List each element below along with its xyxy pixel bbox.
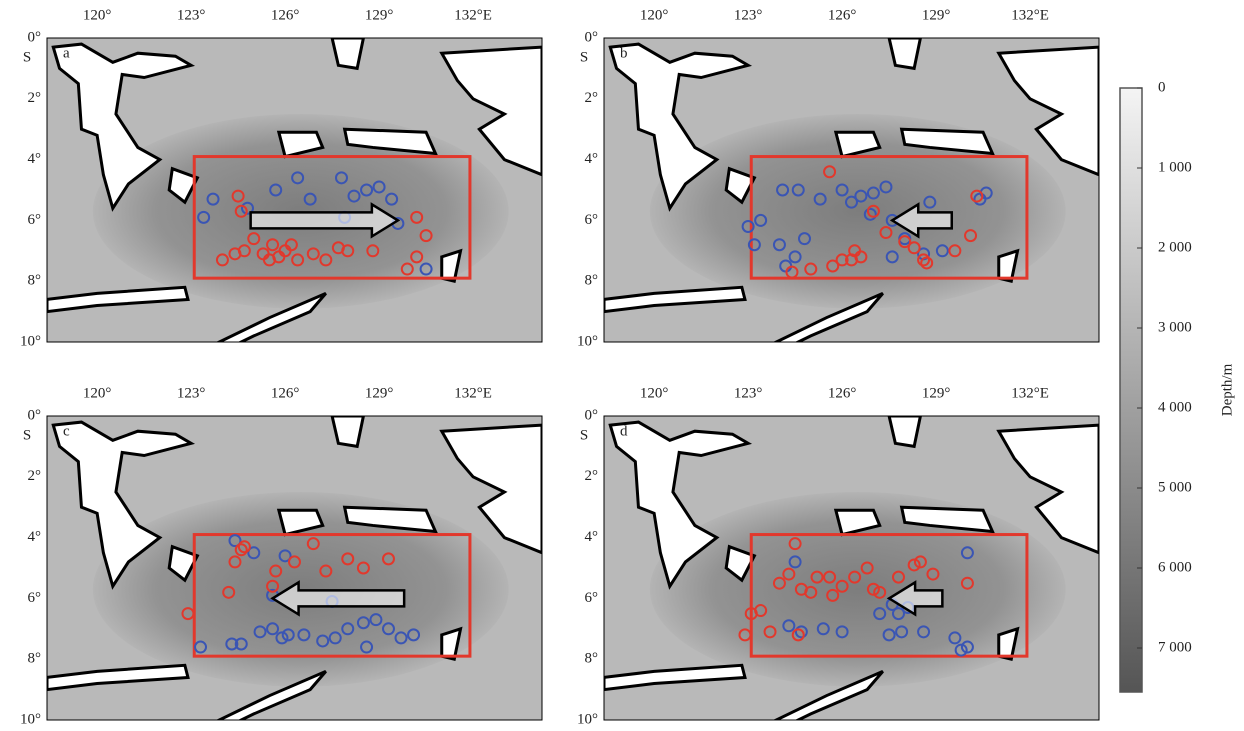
panel-label: c: [63, 423, 70, 439]
y-tick-label: 4°: [28, 529, 42, 545]
figure: 120°123°126°129°132°E0°2°4°6°8°10°Sa120°…: [0, 0, 1244, 726]
hemisphere-label: S: [580, 49, 588, 65]
y-tick-label: 10°: [20, 333, 41, 349]
panel-label: b: [620, 45, 628, 61]
y-tick-label: 8°: [28, 273, 42, 289]
y-tick-label: 2°: [28, 90, 42, 106]
x-tick-label: 123°: [734, 7, 763, 23]
x-tick-label: 129°: [922, 7, 951, 23]
x-tick-label: 132°E: [454, 7, 492, 23]
y-tick-label: 6°: [585, 212, 599, 228]
x-tick-label: 120°: [640, 7, 669, 23]
colorbar-tick-label: 3 000: [1158, 319, 1192, 335]
x-tick-label: 129°: [922, 385, 951, 401]
panel-label: d: [620, 423, 628, 439]
colorbar-tick-label: 1 000: [1158, 159, 1192, 175]
x-tick-label: 120°: [83, 7, 112, 23]
x-tick-label: 132°E: [454, 385, 492, 401]
x-tick-label: 120°: [640, 385, 669, 401]
y-tick-label: 6°: [28, 590, 42, 606]
map-panel: 120° 123° 126° 129° 132°E 0° 2° 4° 6° 8° 10° Sc: [20, 385, 542, 726]
map-body: [47, 38, 542, 351]
x-tick-label: 126°: [271, 7, 300, 23]
land: [889, 416, 920, 446]
y-tick-label: 10°: [20, 711, 41, 726]
y-tick-label: 10°: [577, 711, 598, 726]
y-tick-label: 0°: [585, 29, 599, 45]
x-tick-label: 126°: [828, 385, 857, 401]
y-tick-label: 2°: [585, 90, 599, 106]
map-body: [47, 416, 542, 726]
x-tick-label: 132°E: [1011, 7, 1049, 23]
colorbar-title: Depth/m: [1219, 363, 1235, 416]
colorbar: [1120, 88, 1142, 692]
y-tick-label: 0°: [28, 29, 42, 45]
y-tick-label: 6°: [28, 212, 42, 228]
land: [332, 38, 363, 68]
panel-label: a: [63, 45, 70, 61]
hemisphere-label: S: [580, 427, 588, 443]
y-tick-label: 4°: [585, 151, 599, 167]
hemisphere-label: S: [23, 49, 31, 65]
y-tick-label: 8°: [585, 651, 599, 667]
colorbar-tick-label: 0: [1158, 79, 1166, 95]
map-body: [604, 38, 1099, 351]
x-tick-label: 123°: [177, 7, 206, 23]
colorbar-tick-label: 5 000: [1158, 479, 1192, 495]
colorbar-tick-label: 7 000: [1158, 639, 1192, 655]
y-tick-label: 8°: [585, 273, 599, 289]
land: [332, 416, 363, 446]
land: [889, 38, 920, 68]
y-tick-label: 0°: [28, 407, 42, 423]
y-tick-label: 4°: [585, 529, 599, 545]
map-body: [604, 416, 1099, 726]
y-tick-label: 2°: [585, 468, 599, 484]
y-tick-label: 0°: [585, 407, 599, 423]
x-tick-label: 120°: [83, 385, 112, 401]
y-tick-label: 4°: [28, 151, 42, 167]
y-tick-label: 2°: [28, 468, 42, 484]
y-tick-label: 10°: [577, 333, 598, 349]
y-tick-label: 6°: [585, 590, 599, 606]
x-tick-label: 126°: [828, 7, 857, 23]
colorbar-tick-label: 4 000: [1158, 399, 1192, 415]
colorbar-tick-label: 6 000: [1158, 559, 1192, 575]
colorbar-tick-label: 2 000: [1158, 239, 1192, 255]
x-tick-label: 129°: [365, 385, 394, 401]
x-tick-label: 132°E: [1011, 385, 1049, 401]
x-tick-label: 123°: [177, 385, 206, 401]
x-tick-label: 129°: [365, 7, 394, 23]
x-tick-label: 126°: [271, 385, 300, 401]
y-tick-label: 8°: [28, 651, 42, 667]
x-tick-label: 123°: [734, 385, 763, 401]
hemisphere-label: S: [23, 427, 31, 443]
